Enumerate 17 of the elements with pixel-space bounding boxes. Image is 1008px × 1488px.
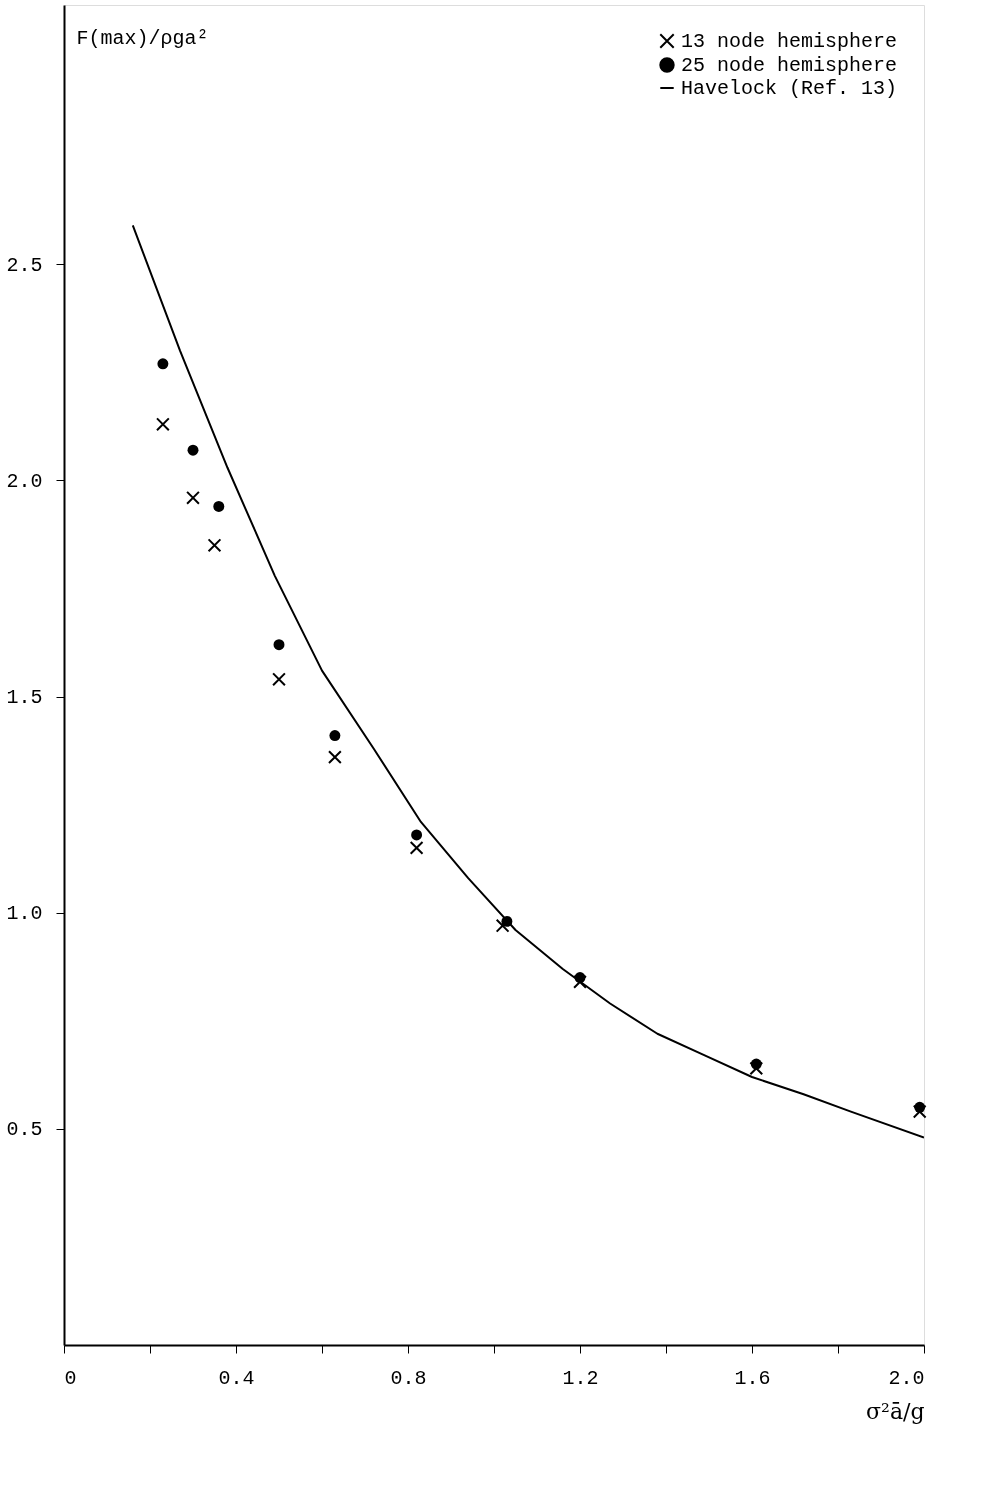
x-tick-label: 1.2 xyxy=(562,1366,599,1390)
legend-label: Havelock (Ref. 13) xyxy=(681,77,898,100)
legend-label: 13 node hemisphere xyxy=(681,30,898,53)
y-tick-label: 2.0 xyxy=(6,469,43,493)
legend-label: 25 node hemisphere xyxy=(681,54,898,77)
x-tick-label: 1.6 xyxy=(734,1366,771,1390)
y-axis-title: F(max)/ρga² xyxy=(76,26,209,50)
x-tick-label: 0.4 xyxy=(218,1366,255,1390)
y-tick-label: 1.5 xyxy=(6,686,43,710)
line-series xyxy=(131,224,924,1139)
x-tick-label: 0.8 xyxy=(390,1366,427,1390)
x-tick-label: 0 xyxy=(64,1366,77,1390)
x-axis-title: σ²ā/g xyxy=(866,1398,925,1424)
x-tick-label: 2.0 xyxy=(888,1366,925,1390)
y-tick-label: 0.5 xyxy=(6,1118,43,1142)
y-tick-label: 1.0 xyxy=(6,902,43,926)
y-tick-label: 2.5 xyxy=(6,253,43,277)
